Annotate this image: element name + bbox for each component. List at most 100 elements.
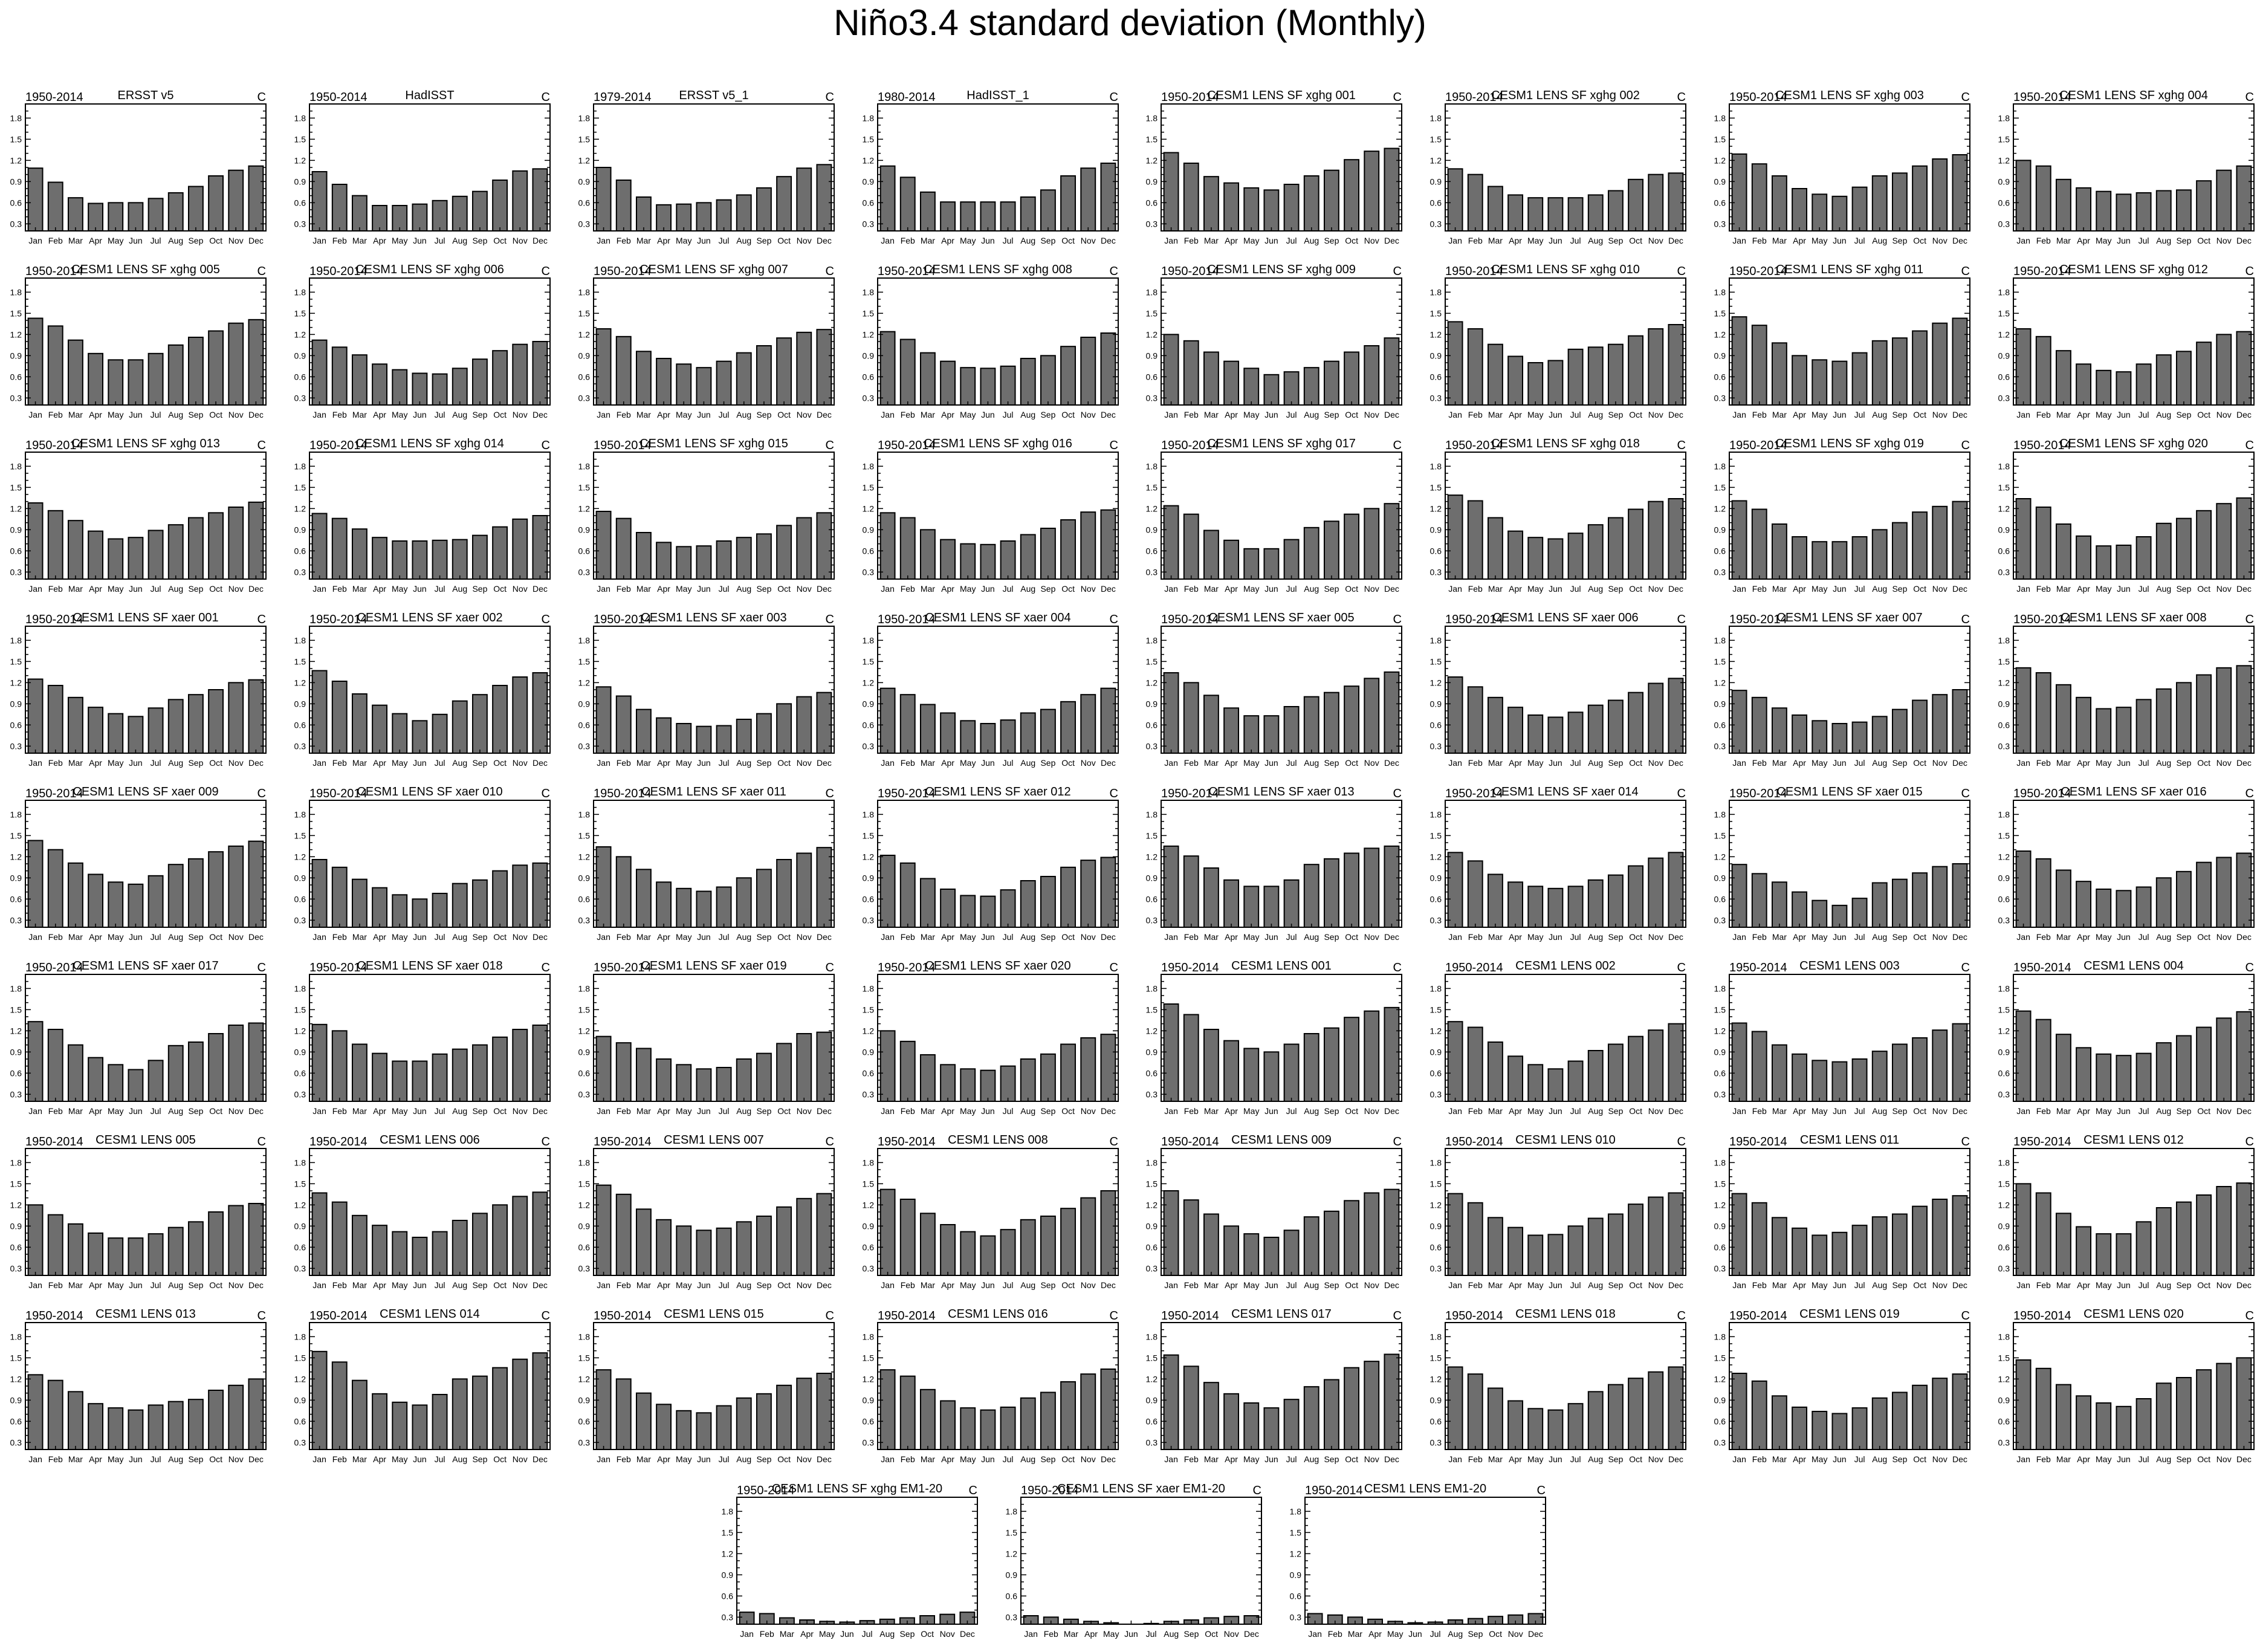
x-tick-label: Feb [1468, 758, 1483, 768]
x-tick-label: Feb [617, 932, 631, 942]
bar [1831, 195, 1848, 232]
bar [1731, 316, 1747, 406]
y-tick-label: 0.3 [863, 567, 875, 577]
bar [1952, 863, 1968, 928]
x-tick-label: Oct [2197, 1280, 2210, 1290]
y-tick-label: 0.6 [294, 720, 306, 730]
y-tick-label: 1.2 [1998, 504, 2010, 513]
bar [1020, 358, 1036, 406]
panel-title: CESM1 LENS 002 [1515, 959, 1616, 973]
bar [331, 866, 348, 928]
panel-period-label: 1950-2014 [309, 91, 367, 104]
bar [412, 372, 428, 406]
x-tick-label: Feb [1752, 932, 1767, 942]
bar [2175, 189, 2192, 232]
y-tick-label: 1.2 [10, 1026, 22, 1035]
x-tick-label: Oct [1061, 1454, 1075, 1464]
panel-period-label: 1950-2014 [1445, 787, 1503, 800]
bar [1243, 1233, 1260, 1276]
panel-period-label: 1950-2014 [2013, 787, 2071, 800]
x-tick-label: Nov [513, 932, 528, 942]
bar [1303, 367, 1319, 406]
panel-units-label: C [1393, 265, 1402, 278]
panel-title: CESM1 LENS 011 [1800, 1133, 1899, 1147]
bar [615, 695, 632, 754]
x-tick-label: Nov [1364, 410, 1379, 419]
bar [1447, 676, 1463, 754]
bar [228, 169, 244, 232]
x-tick-label: Jan [597, 1106, 610, 1116]
x-tick-label: Jan [881, 932, 895, 942]
x-tick-label: Nov [228, 1280, 244, 1290]
x-tick-label: Oct [1345, 932, 1358, 942]
bar [1323, 360, 1339, 406]
x-tick-label: Jun [1833, 236, 1847, 245]
x-tick-label: Jan [1164, 236, 1178, 245]
y-tick-label: 0.9 [1998, 351, 2010, 360]
x-tick-label: Mar [1204, 584, 1219, 594]
x-tick-label: Feb [901, 1106, 915, 1116]
panel-units-label: C [1110, 265, 1118, 278]
bar [776, 1384, 792, 1450]
x-tick-label: Aug [736, 584, 751, 594]
y-tick-label: 1.8 [1146, 1158, 1158, 1167]
x-tick-label: Aug [1304, 1106, 1319, 1116]
bar [676, 546, 692, 580]
panel-title: CESM1 LENS SF xaer 004 [925, 611, 1070, 624]
bar [1851, 898, 1868, 928]
x-tick-label: Jul [2139, 932, 2149, 942]
x-tick-label: Aug [1304, 1280, 1319, 1290]
x-tick-label: Sep [756, 584, 771, 594]
x-tick-label: Nov [1648, 584, 1663, 594]
x-tick-label: Jan [1732, 758, 1746, 768]
bar [1851, 536, 1868, 580]
bar [1243, 1402, 1260, 1450]
panel-units-label: C [826, 613, 834, 626]
x-tick-label: Oct [209, 584, 222, 594]
y-tick-label: 1.2 [1998, 1200, 2010, 1210]
bar [2196, 861, 2212, 928]
bar [1607, 517, 1624, 580]
panel: 1950-2014 CESM1 LENS 012 C0.30.60.91.21.51… [1998, 1133, 2255, 1290]
bar [512, 343, 528, 406]
bar [756, 869, 772, 928]
bar [432, 539, 448, 580]
y-tick-label: 0.6 [294, 1068, 306, 1078]
y-tick-label: 1.8 [294, 1332, 306, 1341]
bar [1751, 873, 1767, 928]
x-tick-label: Aug [452, 758, 467, 768]
bar [1751, 325, 1767, 406]
bar [492, 350, 508, 406]
y-tick-label: 0.9 [294, 699, 306, 708]
x-tick-label: Oct [209, 410, 222, 419]
x-tick-label: Jun [981, 1280, 995, 1290]
bar [208, 689, 224, 754]
bar [1183, 513, 1199, 580]
x-tick-label: Sep [2176, 584, 2191, 594]
bar [512, 864, 528, 928]
panel: 1950-2014 CESM1 LENS 017 C0.30.60.91.21.51… [1146, 1307, 1402, 1464]
y-tick-label: 1.8 [1998, 287, 2010, 297]
x-tick-label: Sep [188, 1454, 203, 1464]
y-tick-label: 0.6 [1430, 894, 1442, 904]
x-tick-label: Jul [719, 1280, 730, 1290]
bar [532, 1025, 548, 1102]
bar [248, 1022, 264, 1102]
bar [940, 360, 956, 406]
y-tick-label: 0.3 [1430, 1263, 1442, 1273]
y-tick-label: 0.6 [10, 720, 22, 730]
x-tick-label: Sep [1040, 1280, 1055, 1290]
bar [2216, 1186, 2232, 1276]
x-tick-label: Aug [1588, 758, 1603, 768]
y-tick-label: 1.8 [1714, 113, 1726, 123]
bar [656, 1058, 672, 1102]
y-tick-label: 1.2 [1714, 155, 1726, 165]
bar [1812, 359, 1828, 406]
y-tick-label: 1.5 [10, 1179, 22, 1188]
x-tick-label: Jun [697, 584, 711, 594]
